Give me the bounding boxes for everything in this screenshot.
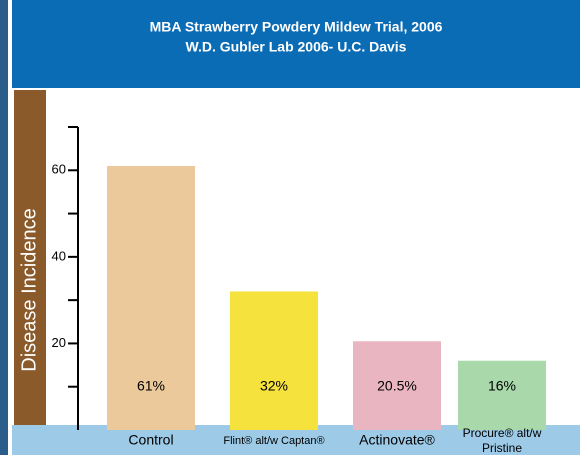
left-edge — [0, 0, 8, 455]
y-label-band — [14, 90, 46, 425]
value-label: 16% — [488, 378, 516, 394]
x-tick-label: Control — [128, 432, 173, 448]
x-tick-label: Actinovate® — [359, 432, 435, 448]
bar — [107, 165, 195, 430]
chart-title: MBA Strawberry Powdery Mildew Trial, 200… — [150, 19, 443, 35]
value-label: 32% — [260, 378, 288, 394]
y-tick-label: 60 — [52, 162, 66, 177]
header — [12, 0, 580, 88]
y-axis-label: Disease Incidence — [18, 208, 40, 371]
value-label: 61% — [137, 378, 165, 394]
bar — [353, 341, 441, 430]
bar — [458, 360, 546, 430]
value-label: 20.5% — [377, 378, 417, 394]
x-tick-label: Flint® alt/w Captan® — [223, 435, 324, 447]
chart-subtitle: W.D. Gubler Lab 2006- U.C. Davis — [186, 39, 407, 55]
y-tick-label: 20 — [52, 335, 66, 350]
bar — [230, 291, 318, 430]
y-tick-label: 40 — [52, 248, 66, 263]
x-tick-label: Procure® alt/w Pristine — [463, 426, 542, 455]
